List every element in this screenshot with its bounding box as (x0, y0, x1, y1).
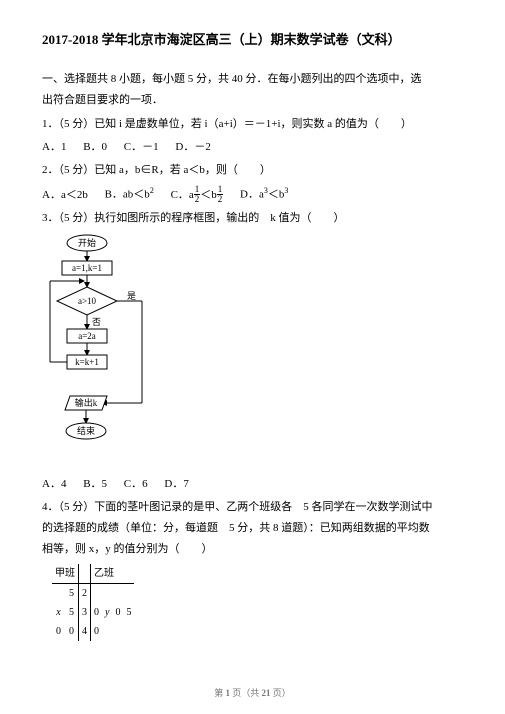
q3-opt-b: B．5 (83, 474, 107, 495)
q2-opt-d: D．a3＜b3 (240, 183, 288, 206)
question-3-options: A．4 B．5 C．6 D．7 (42, 474, 465, 495)
q1-opt-c: C．－1 (124, 137, 159, 158)
svg-text:输出k: 输出k (75, 397, 98, 408)
q1-opt-d: D．－2 (175, 137, 210, 158)
question-1: 1．（5 分）已知 i 是虚数单位，若 i（a+i）＝－1+i，则实数 a 的值… (42, 114, 465, 135)
intro-line1: 一、选择题共 8 小题，每小题 5 分，共 40 分．在每小题列出的四个选项中，… (42, 69, 465, 90)
q1-opt-b: B．0 (83, 137, 107, 158)
q1-opt-a: A．1 (42, 137, 66, 158)
q2-opt-b: B．ab＜b2 (105, 183, 154, 206)
page-title: 2017-2018 学年北京市海淀区高三（上）期末数学试卷（文科） (42, 28, 465, 53)
q2-opt-a: A．a＜2b (42, 185, 88, 206)
q3-opt-a: A．4 (42, 474, 66, 495)
sl-head-left: 甲班 (52, 564, 79, 584)
question-3: 3．（5 分）执行如图所示的程序框图，输出的 k 值为（ ） (42, 208, 465, 229)
svg-text:a>10: a>10 (78, 296, 97, 306)
svg-text:a=1,k=1: a=1,k=1 (72, 263, 102, 273)
q3-opt-c: C．6 (124, 474, 148, 495)
svg-text:k=k+1: k=k+1 (75, 357, 99, 367)
q4-line2: 的选择题的成绩（单位：分，每道题 5 分，共 8 道题）：已知两组数据的平均数 (42, 518, 465, 539)
svg-text:a=2a: a=2a (78, 331, 96, 341)
svg-text:否: 否 (92, 317, 101, 327)
page-footer: 第 1 页（共 21 页） (0, 685, 505, 702)
section-intro: 一、选择题共 8 小题，每小题 5 分，共 40 分．在每小题列出的四个选项中，… (42, 69, 465, 111)
sl-head-right: 乙班 (91, 564, 135, 584)
svg-text:开始: 开始 (78, 237, 96, 248)
question-4: 4．（5 分）下面的茎叶图记录的是甲、乙两个班级各 5 各同学在一次数学测试中 … (42, 497, 465, 560)
question-1-options: A．1 B．0 C．－1 D．－2 (42, 137, 465, 158)
svg-text:是: 是 (127, 291, 136, 301)
question-2-options: A．a＜2b B．ab＜b2 C．a12＜b12 D．a3＜b3 (42, 183, 465, 206)
stem-leaf-plot: 甲班 乙班 5 2 x5 3 0y05 00 4 0 (52, 564, 465, 641)
svg-text:结束: 结束 (77, 425, 95, 436)
q2-opt-c: C．a12＜b12 (171, 185, 224, 206)
q4-line1: 4．（5 分）下面的茎叶图记录的是甲、乙两个班级各 5 各同学在一次数学测试中 (42, 497, 465, 518)
question-2: 2．（5 分）已知 a，b∈R，若 a＜b，则（ ） (42, 160, 465, 181)
flowchart: 开始 a=1,k=1 a>10 是 否 a=2a k=k+1 输出k 结束 (42, 233, 152, 471)
q3-opt-d: D．7 (164, 474, 188, 495)
q4-line3: 相等，则 x，y 的值分别为（ ） (42, 539, 465, 560)
intro-line2: 出符合题目要求的一项． (42, 90, 465, 111)
